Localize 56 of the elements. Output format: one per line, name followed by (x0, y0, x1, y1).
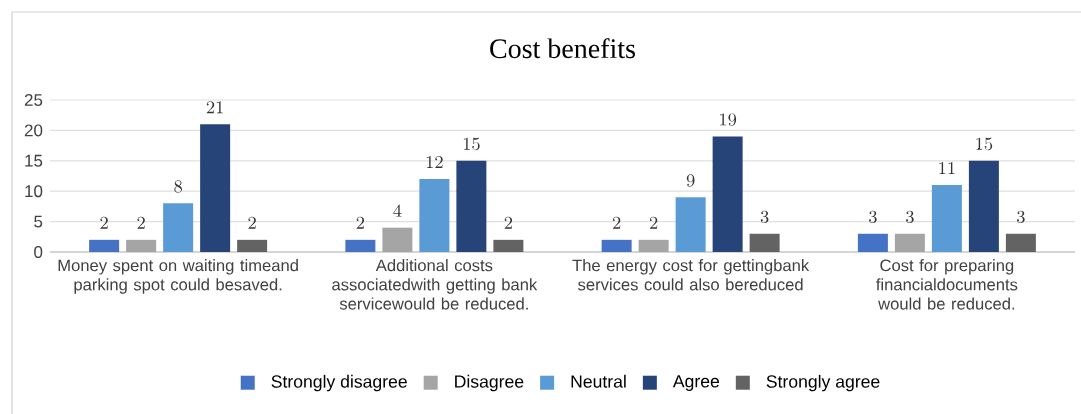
data-label: 3 (906, 210, 914, 224)
legend-label: Agree (672, 375, 720, 391)
data-label: 4 (393, 204, 402, 217)
legend-label: Disagree (455, 374, 524, 392)
x-tick-label: The energy cost for gettingbank services could also bereduced (572, 259, 810, 291)
bar (200, 124, 231, 252)
x-tick-label: Money spent on waiting timeand parking spot could besaved. (58, 259, 298, 294)
y-tick-label: 10 (25, 185, 43, 198)
data-label: 15 (463, 137, 480, 151)
bar (456, 160, 487, 252)
y-tick-label: 20 (24, 124, 43, 137)
bar (126, 239, 157, 252)
chart-title: Cost benefits (490, 38, 635, 59)
bar (894, 233, 925, 252)
data-label: 19 (720, 113, 737, 126)
bar (749, 233, 780, 252)
bar (89, 239, 120, 252)
bar (931, 185, 962, 252)
data-label: 21 (206, 101, 223, 114)
data-label: 2 (137, 216, 145, 229)
data-label: 11 (939, 162, 955, 175)
bar (163, 203, 194, 252)
data-label: 2 (649, 216, 658, 229)
data-label: 3 (1017, 210, 1025, 224)
data-label: 15 (976, 137, 993, 151)
bar (382, 227, 413, 252)
legend-label: Strongly disagree (271, 374, 407, 392)
bar (237, 239, 268, 252)
data-label: 3 (760, 210, 769, 224)
bar (419, 179, 450, 252)
data-label: 2 (248, 216, 256, 229)
data-label: 9 (686, 174, 695, 187)
data-label: 8 (174, 180, 182, 193)
bar (675, 197, 706, 252)
data-label: 2 (100, 216, 108, 229)
bar (345, 239, 376, 252)
legend-label: Neutral (571, 374, 626, 388)
x-tick-label: Additional costs associatedwith getting bank servicewould be reduced. (332, 259, 538, 310)
bar (857, 233, 888, 252)
data-label: 2 (504, 216, 513, 229)
bar (638, 239, 669, 252)
bar (601, 239, 632, 252)
data-label: 2 (356, 216, 365, 229)
data-label: 3 (869, 210, 877, 224)
bar (712, 136, 743, 252)
bar (493, 239, 524, 252)
bar (1005, 233, 1036, 252)
x-tick-label: Cost for preparing financialdocuments would be reduced. (876, 259, 1018, 310)
y-tick-label: 5 (34, 215, 43, 228)
data-label: 12 (426, 155, 443, 168)
y-tick-label: 25 (24, 94, 43, 107)
data-label: 2 (612, 216, 621, 229)
bar (968, 160, 999, 252)
legend-label: Strongly agree (766, 374, 880, 392)
y-tick-label: 0 (34, 246, 43, 259)
y-tick-label: 15 (25, 154, 43, 167)
